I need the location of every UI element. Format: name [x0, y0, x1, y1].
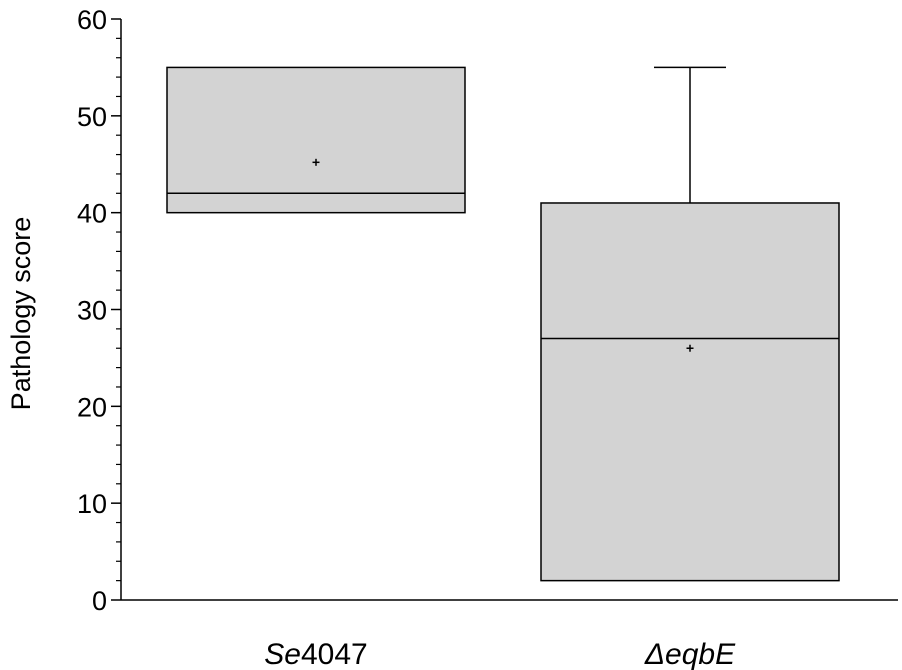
category-label-italic: ΔeqbE — [644, 638, 736, 670]
y-tick-label: 20 — [77, 392, 107, 422]
box-iqr — [166, 66, 466, 214]
y-minor-ticks — [116, 37, 121, 582]
y-major-ticks — [111, 18, 121, 601]
y-tick-label: 40 — [77, 199, 107, 229]
y-axis-title: Pathology score — [6, 217, 36, 411]
category-label-plain: 4047 — [301, 638, 368, 670]
category-label-italic: Se — [264, 638, 301, 670]
y-tick-label: 0 — [92, 586, 107, 616]
y-tick-label: 60 — [77, 5, 107, 35]
y-tick-labels: 0 10 20 30 40 50 60 — [77, 5, 107, 616]
mean-marker — [686, 344, 694, 352]
y-tick-label: 10 — [77, 489, 107, 519]
mean-marker — [312, 158, 320, 166]
y-tick-label: 50 — [77, 102, 107, 132]
box-iqr — [540, 202, 840, 582]
category-label: ΔeqbE — [644, 638, 736, 670]
boxes — [166, 66, 840, 582]
box-group — [166, 66, 466, 214]
box-group — [540, 66, 840, 582]
y-tick-label: 30 — [77, 296, 107, 326]
category-label: Se4047 — [264, 638, 367, 670]
category-labels: Se4047 ΔeqbE — [264, 638, 736, 670]
